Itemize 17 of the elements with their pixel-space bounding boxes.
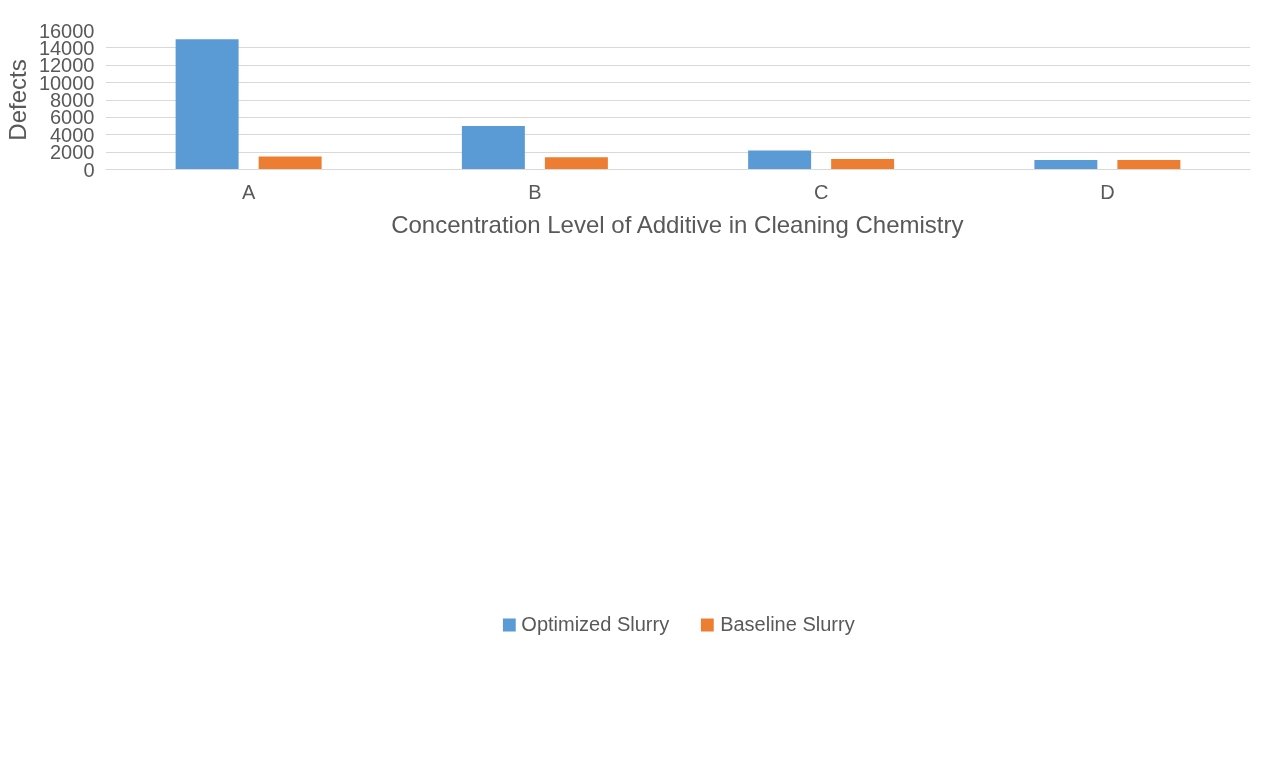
legend-label: Optimized Slurry bbox=[521, 612, 670, 636]
bar bbox=[1117, 159, 1181, 170]
x-tick-label: B bbox=[528, 180, 542, 203]
bar bbox=[544, 157, 608, 170]
legend-label: Baseline Slurry bbox=[720, 612, 855, 636]
x-tick-label: C bbox=[813, 180, 829, 203]
y-axis-title: Defects bbox=[3, 59, 31, 141]
bar bbox=[461, 126, 525, 170]
bar bbox=[258, 156, 322, 170]
bar bbox=[831, 159, 895, 170]
x-axis-title: Concentration Level of Additive in Cleaning Chemistry bbox=[391, 210, 964, 238]
y-tick-label: 16000 bbox=[38, 19, 95, 42]
bar bbox=[748, 150, 812, 170]
x-tick-label: D bbox=[1100, 180, 1115, 203]
x-tick-label: A bbox=[241, 180, 256, 203]
bar bbox=[175, 39, 239, 170]
bar bbox=[1034, 159, 1098, 170]
